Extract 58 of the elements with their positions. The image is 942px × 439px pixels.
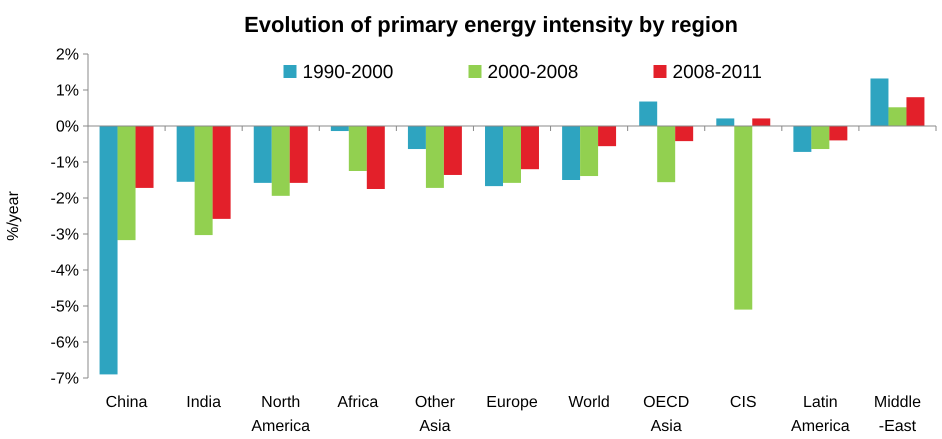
bar: [212, 126, 231, 219]
legend-label: 2000-2008: [488, 62, 578, 83]
chart-title: Evolution of primary energy intensity by region: [244, 12, 738, 37]
x-tick-label: Other Asia: [414, 394, 456, 435]
bar: [366, 126, 385, 189]
y-tick-label: -1%: [50, 154, 79, 172]
bar: [829, 126, 848, 140]
x-tick-label: Middle -East: [874, 394, 922, 435]
bar: [520, 126, 539, 170]
bar: [752, 118, 770, 126]
bar: [444, 126, 462, 175]
x-tick-label: World: [568, 394, 610, 411]
bar: [272, 126, 290, 196]
bar: [811, 126, 830, 150]
y-tick-label: 2%: [56, 46, 79, 64]
x-tick-label: North America: [251, 394, 310, 435]
x-tick-label: Europe: [486, 394, 538, 411]
bar: [503, 126, 521, 183]
bar: [562, 126, 580, 180]
y-tick-label: 1%: [56, 82, 79, 100]
bar: [348, 126, 367, 171]
bar: [426, 126, 444, 188]
y-tick-label: -7%: [50, 370, 79, 388]
x-tick-label: OECD Asia: [643, 394, 690, 435]
bar: [716, 118, 734, 126]
bar: [254, 126, 272, 183]
bar: [290, 126, 308, 183]
bar: [598, 126, 616, 146]
bar: [888, 107, 906, 126]
legend-label: 2008-2011: [672, 62, 762, 83]
bar: [100, 126, 118, 374]
bar: [194, 126, 213, 236]
x-tick-label: India: [186, 394, 222, 411]
bar: [870, 78, 888, 126]
y-tick-label: -5%: [50, 298, 79, 316]
x-tick-label: Africa: [337, 394, 378, 411]
legend-label: 1990-2000: [302, 62, 394, 83]
bar: [408, 126, 426, 150]
bar: [906, 97, 924, 126]
x-tick-label: CIS: [730, 394, 757, 411]
bar: [793, 126, 812, 152]
bar: [485, 126, 504, 186]
bar: [136, 126, 154, 188]
y-tick-label: -4%: [50, 262, 79, 280]
y-tick-label: 0%: [56, 118, 79, 136]
x-tick-label: Latin America: [791, 394, 850, 435]
bar: [639, 102, 658, 126]
y-axis-title: %/year: [5, 190, 22, 241]
bar: [657, 126, 676, 182]
bar: [118, 126, 136, 240]
bar: [675, 126, 694, 142]
bar: [176, 126, 195, 182]
y-tick-label: -6%: [50, 334, 79, 352]
x-tick-label: China: [106, 394, 148, 411]
bar: [734, 126, 752, 310]
y-tick-label: -3%: [50, 226, 79, 244]
bar: [580, 126, 598, 176]
y-tick-label: -2%: [50, 190, 79, 208]
